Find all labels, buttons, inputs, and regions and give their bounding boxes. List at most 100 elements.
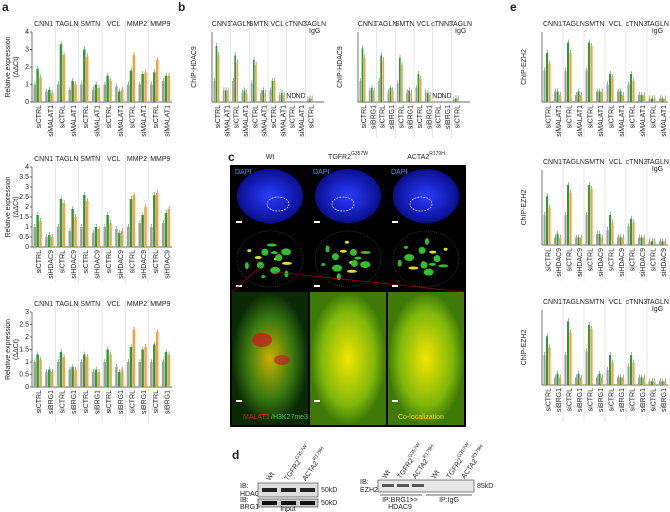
size-label: 85kD [477, 483, 493, 490]
condition-label: siCTRL [106, 390, 113, 413]
bar [580, 377, 583, 385]
gene-label: CNN1 [543, 299, 562, 306]
label-sup: R179H [429, 151, 445, 157]
bar [126, 362, 130, 387]
y-tick-label: 2 [25, 334, 29, 341]
puncta [350, 259, 358, 267]
bar [36, 68, 39, 102]
condition-label: siCTRL [361, 105, 368, 128]
condition-label: siMALAT1 [95, 105, 102, 137]
bar [83, 49, 86, 102]
bar [48, 89, 51, 102]
puncta [428, 262, 436, 266]
bar [144, 72, 147, 102]
bar [373, 90, 375, 102]
bar [91, 233, 95, 247]
red-signal [274, 355, 290, 365]
bar [452, 99, 455, 102]
bar [622, 377, 625, 385]
gene-label: CNN1 [543, 159, 562, 166]
bar [643, 377, 646, 385]
bar [640, 377, 643, 385]
condition-label: siCTRL [630, 248, 637, 271]
puncta [424, 238, 429, 246]
bar [45, 91, 48, 102]
bar [245, 92, 248, 102]
condition-label: siBRG1 [370, 105, 377, 129]
y-axis-label: (ΔΔCt) [13, 196, 20, 217]
gene-label: cTNN3 [626, 299, 648, 306]
puncta [270, 266, 281, 274]
bar [250, 83, 253, 102]
bar [606, 84, 609, 102]
bar [661, 98, 664, 102]
bar [380, 55, 382, 102]
gene-label: CNN1 [34, 156, 53, 163]
bar [556, 233, 559, 245]
bar [97, 88, 101, 102]
bar [546, 53, 549, 102]
condition-label: siCTRL [567, 248, 574, 271]
bar [308, 98, 311, 102]
bar [419, 78, 422, 102]
gene-label: MMP2 [127, 301, 147, 308]
gene-label: VCL [107, 301, 121, 308]
bar [651, 98, 654, 102]
bar [217, 55, 220, 102]
puncta [354, 256, 362, 260]
condition-label: siMALAT1 [619, 105, 626, 137]
bar [577, 91, 580, 102]
bar [664, 98, 667, 102]
bar [74, 217, 77, 247]
gene-label: TAGLN [449, 21, 472, 28]
condition-label: siCTRL [130, 390, 137, 413]
bar [167, 354, 171, 387]
bar [126, 227, 130, 247]
bar [569, 332, 572, 385]
nucleolus-outline [266, 196, 290, 212]
nucleolus-outline [409, 196, 433, 212]
bar [167, 75, 171, 102]
condition-label: siMALAT1 [640, 105, 647, 137]
y-axis-label: ChIP-EZH2 [521, 190, 528, 226]
bar [361, 48, 364, 102]
bar [68, 89, 71, 102]
bar [283, 95, 285, 102]
bar [94, 369, 98, 387]
puncta [261, 248, 269, 256]
bar [141, 74, 144, 102]
puncta [397, 259, 402, 267]
gene-label: CNN1 [212, 21, 231, 28]
bar [619, 91, 622, 102]
puncta [360, 250, 371, 254]
bar [643, 237, 646, 245]
bar [85, 357, 89, 387]
puncta [254, 256, 262, 260]
condition-label: siCTRL [588, 248, 595, 271]
puncta [438, 264, 449, 268]
bar [74, 369, 77, 387]
scale-bar [314, 221, 320, 223]
bar [590, 46, 593, 102]
y-tick-label: 3 [25, 46, 29, 53]
ip-label: HDAC9 [388, 504, 412, 511]
gene-label: MMP2 [127, 156, 147, 163]
bar [50, 93, 54, 102]
bar [632, 362, 635, 385]
bar [280, 92, 283, 102]
bar [164, 352, 168, 387]
bar [39, 77, 42, 102]
bar [59, 199, 63, 247]
bar [74, 84, 77, 102]
condition-label: siCTRL [417, 105, 424, 128]
condition-label: siCTRL [252, 105, 259, 128]
condition-label: siCTRL [36, 105, 43, 128]
bar [617, 91, 620, 102]
bar [103, 84, 106, 102]
condition-label: siCTRL [436, 105, 443, 128]
condition-label: siHDAC9 [640, 248, 647, 277]
condition-label: siCTRL [83, 390, 90, 413]
condition-label: siHDAC9 [661, 248, 668, 277]
zoom-image [232, 292, 308, 425]
band [412, 484, 424, 487]
